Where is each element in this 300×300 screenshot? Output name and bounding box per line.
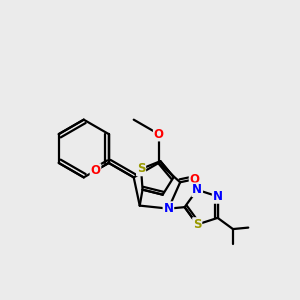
- Text: N: N: [213, 190, 223, 203]
- Text: N: N: [164, 202, 173, 215]
- Text: O: O: [154, 128, 164, 141]
- Text: O: O: [91, 164, 100, 177]
- Text: O: O: [190, 173, 200, 186]
- Text: N: N: [192, 183, 202, 196]
- Text: S: S: [137, 162, 145, 176]
- Text: S: S: [193, 218, 202, 231]
